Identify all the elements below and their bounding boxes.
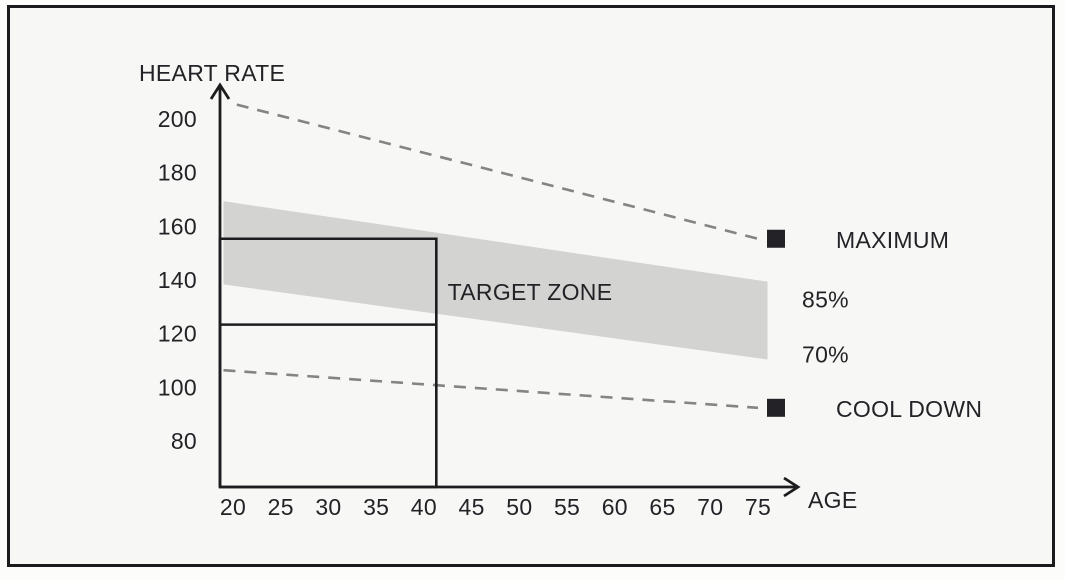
y-tick-120: 120 (158, 321, 197, 347)
x-tick-75: 75 (745, 494, 771, 520)
target-zone-label: TARGET ZONE (448, 279, 613, 305)
tick-labels-layer: 80 100 120 140 160 180 200 20 25 30 35 40 45 50 55 60 65… (158, 106, 771, 520)
x-tick-65: 65 (649, 494, 675, 520)
x-tick-70: 70 (697, 494, 723, 520)
cool-down-line (223, 368, 759, 410)
band-upper-percent-label: 85% (802, 287, 849, 313)
x-tick-55: 55 (554, 494, 580, 520)
legend-layer: 85% 70% MAXIMUM COOL DOWN (767, 227, 982, 422)
cool-down-marker (767, 398, 785, 417)
axes (218, 87, 796, 489)
axes-layer (209, 82, 801, 498)
band-layer (223, 201, 768, 360)
y-axis-arrow (209, 82, 231, 100)
y-tick-200: 200 (158, 106, 197, 132)
target-zone-band (223, 201, 768, 360)
x-tick-40: 40 (411, 494, 437, 520)
y-axis-title: HEART RATE (139, 60, 285, 86)
y-tick-80: 80 (171, 428, 197, 454)
x-tick-60: 60 (602, 494, 628, 520)
x-tick-25: 25 (268, 494, 294, 520)
x-tick-45: 45 (459, 494, 485, 520)
maximum-label: MAXIMUM (836, 227, 949, 253)
dashed-lines-layer (223, 103, 759, 410)
y-tick-140: 140 (158, 267, 197, 293)
x-tick-50: 50 (506, 494, 532, 520)
y-tick-100: 100 (158, 374, 197, 400)
band-lower-percent-label: 70% (802, 342, 849, 368)
x-axis-arrow (783, 476, 801, 498)
x-axis-title: AGE (808, 487, 857, 513)
y-tick-160: 160 (158, 213, 197, 239)
x-tick-30: 30 (315, 494, 341, 520)
x-tick-20: 20 (220, 494, 246, 520)
maximum-line (236, 103, 759, 241)
y-tick-180: 180 (158, 160, 197, 186)
maximum-marker (767, 229, 785, 248)
x-tick-35: 35 (363, 494, 389, 520)
cool-down-label: COOL DOWN (836, 396, 982, 422)
